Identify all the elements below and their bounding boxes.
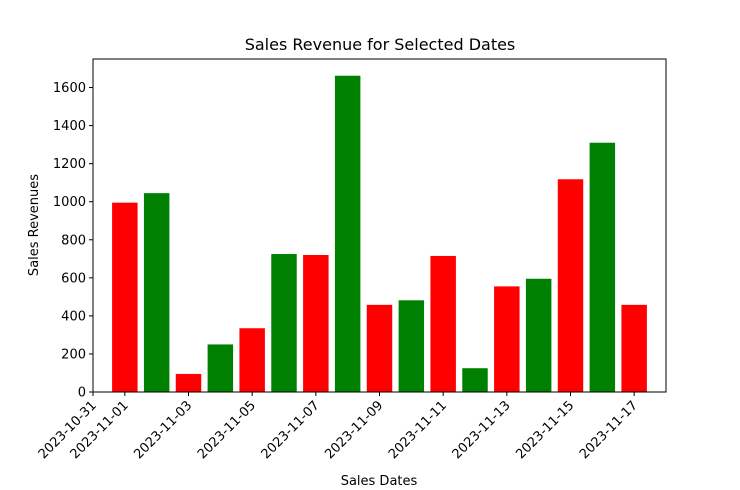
x-tick-label: 2023-11-13 bbox=[450, 398, 514, 462]
chart-title: Sales Revenue for Selected Dates bbox=[245, 35, 516, 54]
bar-2023-11-08 bbox=[334, 75, 361, 392]
bars-group bbox=[112, 75, 647, 392]
y-tick-label: 1600 bbox=[53, 81, 86, 96]
y-tick-label: 1400 bbox=[53, 119, 86, 134]
x-tick-label: 2023-11-09 bbox=[322, 398, 386, 462]
y-tick-label: 800 bbox=[61, 233, 86, 248]
x-tick-label: 2023-11-15 bbox=[513, 398, 577, 462]
bar-2023-11-07 bbox=[303, 254, 329, 392]
x-tick-label: 2023-11-05 bbox=[195, 398, 259, 462]
bar-2023-11-12 bbox=[462, 368, 488, 392]
y-tick-label: 1200 bbox=[53, 157, 86, 172]
y-axis-label: Sales Revenues bbox=[27, 174, 42, 276]
x-tick-label: 2023-11-11 bbox=[386, 398, 450, 462]
bar-2023-11-17 bbox=[621, 304, 647, 392]
y-tick-label: 1000 bbox=[53, 195, 86, 210]
x-axis-label: Sales Dates bbox=[341, 474, 418, 489]
y-tick-label: 200 bbox=[61, 347, 86, 362]
bar-2023-11-06 bbox=[271, 254, 297, 392]
bar-2023-11-09 bbox=[366, 304, 393, 392]
bar-2023-11-16 bbox=[589, 142, 616, 392]
plot-frame bbox=[92, 58, 667, 393]
x-tick-label: 2023-11-03 bbox=[131, 398, 195, 462]
bar-2023-11-02 bbox=[143, 193, 170, 392]
x-tick-label: 2023-11-17 bbox=[577, 398, 641, 462]
bar-2023-11-10 bbox=[398, 300, 425, 392]
bar-2023-11-03 bbox=[175, 373, 202, 392]
bar-2023-11-04 bbox=[207, 344, 234, 392]
y-tick-label: 600 bbox=[61, 271, 86, 286]
y-tick-label: 0 bbox=[78, 386, 86, 401]
bar-2023-11-01 bbox=[112, 202, 138, 392]
y-tick-label: 400 bbox=[61, 309, 86, 324]
bar-2023-11-11 bbox=[430, 255, 456, 392]
bar-2023-11-15 bbox=[557, 179, 584, 392]
bar-2023-11-14 bbox=[525, 278, 552, 392]
bar-2023-11-05 bbox=[239, 328, 265, 392]
x-tick-label: 2023-11-07 bbox=[259, 398, 323, 462]
y-axis-ticks: 0 200 400 600 800 1000 1200 1400 1600 bbox=[53, 81, 93, 401]
bar-2023-11-13 bbox=[494, 286, 520, 392]
